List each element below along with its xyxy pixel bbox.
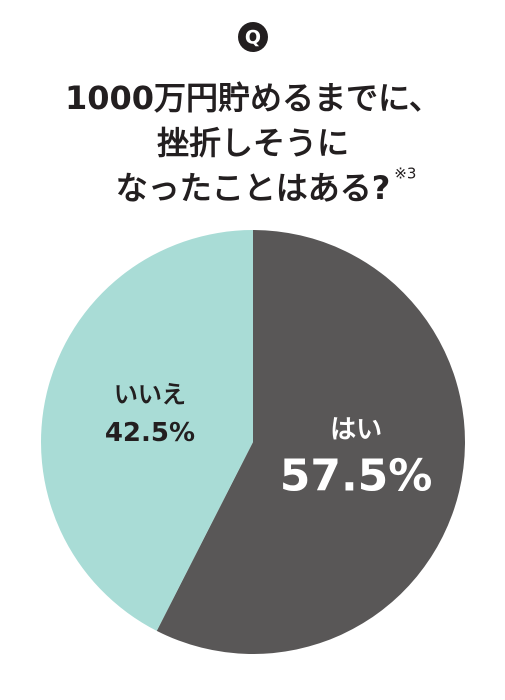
- title-line: 1000万円貯めるまでに、: [65, 79, 441, 117]
- title-line: なったことはある?: [116, 169, 391, 207]
- title-line: 挫折しそうに: [157, 124, 349, 162]
- value-label: 42.5%: [105, 418, 195, 448]
- pie-slice: [40, 230, 253, 631]
- badge-circle: [238, 22, 268, 52]
- pie-slice: [156, 230, 466, 654]
- note: ※3: [394, 165, 416, 183]
- badge: Q: [245, 27, 261, 49]
- slice-label: いいえ: [114, 380, 186, 408]
- slice-label: はい: [330, 415, 382, 445]
- value-label: 57.5%: [280, 451, 433, 502]
